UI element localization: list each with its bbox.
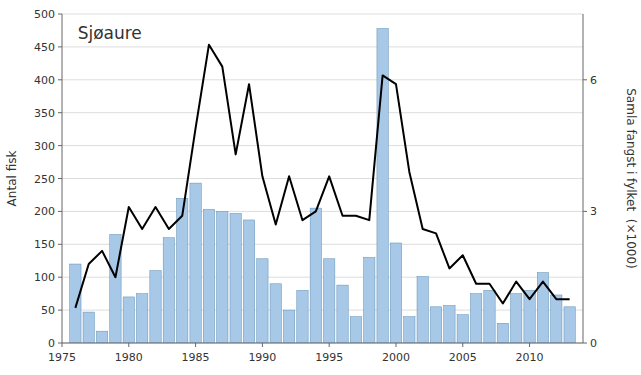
bar bbox=[163, 238, 174, 343]
grid-line bbox=[62, 244, 583, 245]
bar bbox=[337, 285, 348, 343]
bar bbox=[96, 331, 107, 343]
grid-line bbox=[62, 211, 583, 212]
bar bbox=[243, 220, 254, 343]
bar bbox=[70, 264, 81, 343]
y-tick-label: 500 bbox=[34, 8, 55, 21]
bar bbox=[297, 290, 308, 343]
x-tick bbox=[462, 343, 463, 347]
y-tick-label: 200 bbox=[34, 205, 55, 218]
bar bbox=[270, 284, 281, 343]
bar bbox=[551, 295, 562, 343]
y-tick bbox=[58, 343, 62, 344]
y-tick bbox=[58, 277, 62, 278]
x-tick bbox=[262, 343, 263, 347]
y-tick-label: 100 bbox=[34, 271, 55, 284]
bar bbox=[310, 208, 321, 343]
bar bbox=[203, 209, 214, 343]
y-tick bbox=[58, 46, 62, 47]
x-tick-label: 2005 bbox=[449, 351, 477, 364]
x-axis-line bbox=[62, 343, 583, 344]
x-tick bbox=[529, 343, 530, 347]
y2-tick bbox=[583, 211, 587, 212]
y-tick bbox=[58, 310, 62, 311]
grid-line bbox=[62, 145, 583, 146]
bar bbox=[444, 305, 455, 343]
grid-line bbox=[62, 277, 583, 278]
y-tick bbox=[58, 178, 62, 179]
bar bbox=[564, 307, 575, 343]
bar bbox=[230, 213, 241, 343]
y-tick bbox=[58, 211, 62, 212]
y2-axis-line bbox=[583, 14, 584, 343]
bar bbox=[283, 310, 294, 343]
x-tick-label: 1985 bbox=[182, 351, 210, 364]
bar bbox=[511, 294, 522, 343]
bar bbox=[470, 294, 481, 343]
title: Sjøaure bbox=[78, 23, 142, 43]
bar bbox=[350, 317, 361, 343]
y2-axis-label: Samla fangst i fylket (×1000) bbox=[624, 88, 638, 269]
bar bbox=[457, 315, 468, 343]
bar bbox=[110, 234, 121, 343]
bar bbox=[190, 183, 201, 343]
y-tick-label: 450 bbox=[34, 41, 55, 54]
y-tick-label: 400 bbox=[34, 74, 55, 87]
bar bbox=[430, 307, 441, 343]
bar bbox=[136, 294, 147, 343]
x-tick-label: 2010 bbox=[516, 351, 544, 364]
x-tick-label: 1990 bbox=[248, 351, 276, 364]
y-tick-label: 350 bbox=[34, 107, 55, 120]
x-tick-label: 2000 bbox=[382, 351, 410, 364]
y-tick-label: 0 bbox=[48, 337, 55, 350]
bar bbox=[390, 243, 401, 343]
axes: 1975198019851990199520002005201005010015… bbox=[34, 8, 597, 364]
bar bbox=[150, 271, 161, 343]
x-tick-label: 1995 bbox=[315, 351, 343, 364]
data bbox=[70, 28, 576, 343]
bar bbox=[497, 323, 508, 343]
x-tick bbox=[329, 343, 330, 347]
y-tick-label: 150 bbox=[34, 238, 55, 251]
y-tick-label: 300 bbox=[34, 140, 55, 153]
y-tick bbox=[58, 244, 62, 245]
y2-tick-label: 3 bbox=[590, 205, 597, 218]
grid-line bbox=[62, 14, 583, 15]
grid-line bbox=[62, 46, 583, 47]
bar bbox=[123, 297, 134, 343]
y-tick bbox=[58, 79, 62, 80]
x-tick-label: 1980 bbox=[115, 351, 143, 364]
grid-line bbox=[62, 112, 583, 113]
x-tick bbox=[195, 343, 196, 347]
chart: 1975198019851990199520002005201005010015… bbox=[0, 0, 641, 375]
x-tick bbox=[128, 343, 129, 347]
grid-line bbox=[62, 79, 583, 80]
y-tick bbox=[58, 14, 62, 15]
y-tick bbox=[58, 112, 62, 113]
bar bbox=[217, 211, 228, 343]
x-tick-label: 1975 bbox=[48, 351, 76, 364]
grid bbox=[62, 14, 583, 343]
y-tick-label: 250 bbox=[34, 173, 55, 186]
y-axis-label: Antal fisk bbox=[5, 151, 19, 207]
y-tick-label: 50 bbox=[41, 304, 55, 317]
bar bbox=[484, 290, 495, 343]
x-tick bbox=[395, 343, 396, 347]
grid-line bbox=[62, 343, 583, 344]
bar bbox=[404, 317, 415, 343]
grid-line bbox=[62, 178, 583, 179]
bar bbox=[257, 259, 268, 343]
line bbox=[75, 45, 569, 308]
y2-tick-label: 0 bbox=[590, 337, 597, 350]
bar bbox=[83, 312, 94, 343]
y2-tick bbox=[583, 79, 587, 80]
x-tick bbox=[62, 343, 63, 347]
bar bbox=[324, 259, 335, 343]
bar bbox=[364, 257, 375, 343]
y-tick bbox=[58, 145, 62, 146]
bar bbox=[417, 277, 428, 343]
y2-tick bbox=[583, 343, 587, 344]
y2-tick-label: 6 bbox=[590, 74, 597, 87]
